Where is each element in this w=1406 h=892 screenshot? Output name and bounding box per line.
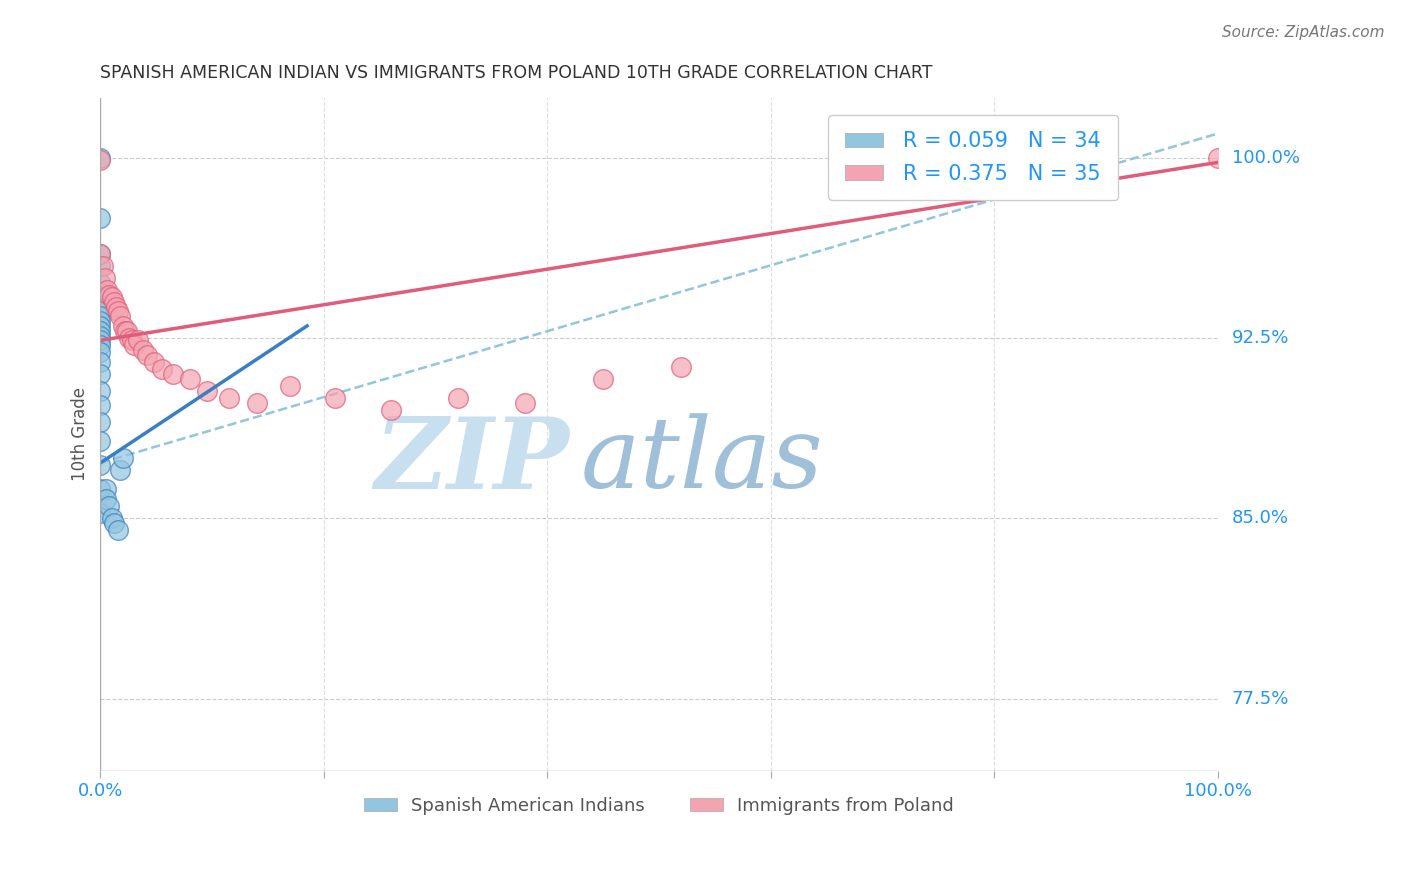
Point (89, 334, 111, 348)
Text: SPANISH AMERICAN INDIAN VS IMMIGRANTS FROM POLAND 10TH GRADE CORRELATION CHART: SPANISH AMERICAN INDIAN VS IMMIGRANTS FR… (100, 64, 932, 82)
Point (110, 310, 132, 324)
Point (127, 334, 149, 348)
Point (103, 294, 125, 309)
Point (107, 523, 129, 537)
Point (89, 338, 111, 352)
Point (121, 334, 143, 348)
Point (89, 384, 111, 398)
Point (89, 355, 111, 369)
Point (89, 300, 111, 314)
Point (246, 396, 269, 410)
Point (89, 276, 111, 290)
Point (118, 331, 141, 345)
Point (89, 415, 111, 429)
Text: ZIP: ZIP (374, 413, 569, 509)
Text: 77.5%: 77.5% (1232, 690, 1289, 707)
Point (103, 516, 125, 530)
Point (89, 151, 111, 165)
Point (136, 348, 159, 362)
Point (89, 259, 111, 273)
Point (122, 338, 145, 352)
Point (89, 328, 111, 343)
Point (89, 458, 111, 473)
Point (143, 355, 166, 369)
Point (150, 362, 173, 376)
Point (179, 372, 201, 386)
Point (98, 287, 121, 301)
Point (89, 293, 111, 307)
Point (89, 324, 111, 338)
Point (89, 285, 111, 300)
Text: Source: ZipAtlas.com: Source: ZipAtlas.com (1222, 25, 1385, 40)
Point (89, 318, 111, 333)
Point (104, 300, 127, 314)
Point (89, 304, 111, 318)
Point (1206, 151, 1229, 165)
Point (100, 511, 122, 525)
Point (323, 391, 346, 405)
Point (115, 324, 138, 338)
Point (278, 379, 301, 393)
Point (89, 483, 111, 497)
Point (447, 391, 470, 405)
Point (89, 247, 111, 261)
Point (94, 483, 117, 497)
Point (111, 451, 134, 466)
Point (89, 247, 111, 261)
Point (94, 491, 117, 506)
Legend: Spanish American Indians, Immigrants from Poland: Spanish American Indians, Immigrants fro… (357, 789, 962, 822)
Point (94, 270, 117, 285)
Y-axis label: 10th Grade: 10th Grade (72, 387, 89, 481)
Point (89, 398, 111, 412)
Point (89, 367, 111, 381)
Point (110, 463, 132, 477)
Point (96, 283, 118, 297)
Point (671, 359, 693, 374)
Point (89, 314, 111, 328)
Point (100, 290, 122, 304)
Text: 85.0%: 85.0% (1232, 509, 1289, 527)
Point (91, 259, 114, 273)
Point (114, 324, 136, 338)
Point (380, 403, 402, 417)
Point (513, 396, 536, 410)
Point (89, 507, 111, 521)
Point (162, 367, 184, 381)
Point (111, 318, 134, 333)
Text: 100.0%: 100.0% (1232, 149, 1299, 167)
Point (107, 304, 129, 318)
Point (89, 153, 111, 167)
Point (592, 372, 614, 386)
Point (89, 310, 111, 324)
Point (98, 500, 121, 514)
Point (89, 434, 111, 449)
Point (89, 345, 111, 359)
Text: 92.5%: 92.5% (1232, 329, 1289, 347)
Text: atlas: atlas (581, 413, 824, 508)
Point (89, 211, 111, 225)
Point (132, 343, 155, 357)
Point (218, 391, 240, 405)
Point (195, 384, 218, 398)
